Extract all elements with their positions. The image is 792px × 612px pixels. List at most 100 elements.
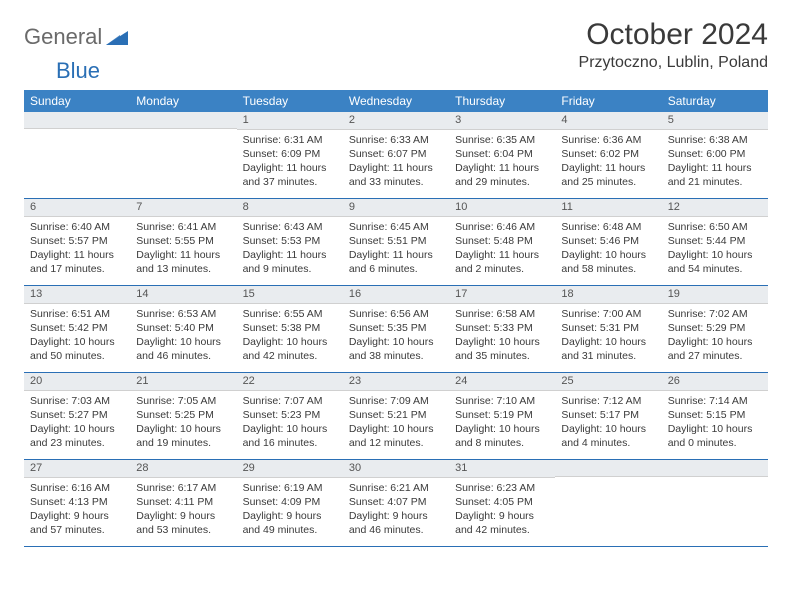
day-number: 13	[24, 286, 130, 304]
logo-triangle-icon	[106, 29, 128, 45]
day-cell: 9Sunrise: 6:45 AMSunset: 5:51 PMDaylight…	[343, 199, 449, 285]
daylight-line: Daylight: 9 hours and 42 minutes.	[455, 509, 549, 537]
day-cell-body	[130, 129, 236, 138]
day-number: 7	[130, 199, 236, 217]
sunrise-line: Sunrise: 7:07 AM	[243, 394, 337, 408]
day-cell: 23Sunrise: 7:09 AMSunset: 5:21 PMDayligh…	[343, 373, 449, 459]
day-number: 29	[237, 460, 343, 478]
day-cell-body: Sunrise: 7:14 AMSunset: 5:15 PMDaylight:…	[662, 391, 768, 457]
day-cell: 29Sunrise: 6:19 AMSunset: 4:09 PMDayligh…	[237, 460, 343, 546]
day-cell-body: Sunrise: 6:50 AMSunset: 5:44 PMDaylight:…	[662, 217, 768, 283]
sunset-line: Sunset: 5:51 PM	[349, 234, 443, 248]
daylight-line: Daylight: 10 hours and 46 minutes.	[136, 335, 230, 363]
day-cell-body	[662, 477, 768, 486]
day-cell-body: Sunrise: 6:38 AMSunset: 6:00 PMDaylight:…	[662, 130, 768, 196]
sunrise-line: Sunrise: 6:41 AM	[136, 220, 230, 234]
day-header: Saturday	[662, 90, 768, 112]
day-cell-body: Sunrise: 7:00 AMSunset: 5:31 PMDaylight:…	[555, 304, 661, 370]
day-number: 30	[343, 460, 449, 478]
daylight-line: Daylight: 10 hours and 12 minutes.	[349, 422, 443, 450]
weeks: 1Sunrise: 6:31 AMSunset: 6:09 PMDaylight…	[24, 112, 768, 547]
day-cell-body: Sunrise: 6:31 AMSunset: 6:09 PMDaylight:…	[237, 130, 343, 196]
day-cell-body: Sunrise: 7:07 AMSunset: 5:23 PMDaylight:…	[237, 391, 343, 457]
day-number: 26	[662, 373, 768, 391]
day-number	[130, 112, 236, 129]
sunrise-line: Sunrise: 6:31 AM	[243, 133, 337, 147]
day-number: 17	[449, 286, 555, 304]
sunset-line: Sunset: 5:38 PM	[243, 321, 337, 335]
sunset-line: Sunset: 5:40 PM	[136, 321, 230, 335]
day-number: 9	[343, 199, 449, 217]
day-number: 1	[237, 112, 343, 130]
week-row: 20Sunrise: 7:03 AMSunset: 5:27 PMDayligh…	[24, 373, 768, 460]
sunset-line: Sunset: 5:48 PM	[455, 234, 549, 248]
day-cell-body: Sunrise: 7:03 AMSunset: 5:27 PMDaylight:…	[24, 391, 130, 457]
daylight-line: Daylight: 11 hours and 33 minutes.	[349, 161, 443, 189]
sunset-line: Sunset: 6:04 PM	[455, 147, 549, 161]
sunset-line: Sunset: 5:42 PM	[30, 321, 124, 335]
sunrise-line: Sunrise: 6:50 AM	[668, 220, 762, 234]
day-cell-body: Sunrise: 6:19 AMSunset: 4:09 PMDaylight:…	[237, 478, 343, 544]
day-number: 24	[449, 373, 555, 391]
sunrise-line: Sunrise: 6:51 AM	[30, 307, 124, 321]
day-cell-body: Sunrise: 6:46 AMSunset: 5:48 PMDaylight:…	[449, 217, 555, 283]
sunrise-line: Sunrise: 7:00 AM	[561, 307, 655, 321]
day-cell-body: Sunrise: 6:17 AMSunset: 4:11 PMDaylight:…	[130, 478, 236, 544]
daylight-line: Daylight: 10 hours and 38 minutes.	[349, 335, 443, 363]
daylight-line: Daylight: 10 hours and 58 minutes.	[561, 248, 655, 276]
sunset-line: Sunset: 4:09 PM	[243, 495, 337, 509]
day-cell: 4Sunrise: 6:36 AMSunset: 6:02 PMDaylight…	[555, 112, 661, 198]
day-cell: 6Sunrise: 6:40 AMSunset: 5:57 PMDaylight…	[24, 199, 130, 285]
daylight-line: Daylight: 10 hours and 42 minutes.	[243, 335, 337, 363]
sunrise-line: Sunrise: 7:03 AM	[30, 394, 124, 408]
day-cell: 7Sunrise: 6:41 AMSunset: 5:55 PMDaylight…	[130, 199, 236, 285]
daylight-line: Daylight: 10 hours and 35 minutes.	[455, 335, 549, 363]
day-cell: 24Sunrise: 7:10 AMSunset: 5:19 PMDayligh…	[449, 373, 555, 459]
day-cell: 30Sunrise: 6:21 AMSunset: 4:07 PMDayligh…	[343, 460, 449, 546]
sunrise-line: Sunrise: 6:38 AM	[668, 133, 762, 147]
sunrise-line: Sunrise: 6:40 AM	[30, 220, 124, 234]
sunrise-line: Sunrise: 6:21 AM	[349, 481, 443, 495]
month-title: October 2024	[579, 18, 768, 52]
sunset-line: Sunset: 4:13 PM	[30, 495, 124, 509]
day-cell-body: Sunrise: 6:41 AMSunset: 5:55 PMDaylight:…	[130, 217, 236, 283]
sunset-line: Sunset: 6:09 PM	[243, 147, 337, 161]
sunset-line: Sunset: 4:07 PM	[349, 495, 443, 509]
day-number: 10	[449, 199, 555, 217]
day-number: 20	[24, 373, 130, 391]
day-number: 18	[555, 286, 661, 304]
sunrise-line: Sunrise: 7:05 AM	[136, 394, 230, 408]
day-cell: 19Sunrise: 7:02 AMSunset: 5:29 PMDayligh…	[662, 286, 768, 372]
day-number: 27	[24, 460, 130, 478]
day-number: 4	[555, 112, 661, 130]
week-row: 6Sunrise: 6:40 AMSunset: 5:57 PMDaylight…	[24, 199, 768, 286]
day-cell-body: Sunrise: 6:21 AMSunset: 4:07 PMDaylight:…	[343, 478, 449, 544]
day-cell: 27Sunrise: 6:16 AMSunset: 4:13 PMDayligh…	[24, 460, 130, 546]
day-cell: 26Sunrise: 7:14 AMSunset: 5:15 PMDayligh…	[662, 373, 768, 459]
day-header: Thursday	[449, 90, 555, 112]
day-headers-row: SundayMondayTuesdayWednesdayThursdayFrid…	[24, 90, 768, 112]
sunrise-line: Sunrise: 6:58 AM	[455, 307, 549, 321]
day-cell: 10Sunrise: 6:46 AMSunset: 5:48 PMDayligh…	[449, 199, 555, 285]
day-cell: 16Sunrise: 6:56 AMSunset: 5:35 PMDayligh…	[343, 286, 449, 372]
day-cell	[24, 112, 130, 198]
day-cell: 31Sunrise: 6:23 AMSunset: 4:05 PMDayligh…	[449, 460, 555, 546]
day-cell-body: Sunrise: 6:55 AMSunset: 5:38 PMDaylight:…	[237, 304, 343, 370]
logo-text-gray: General	[24, 24, 102, 50]
daylight-line: Daylight: 10 hours and 54 minutes.	[668, 248, 762, 276]
day-cell: 15Sunrise: 6:55 AMSunset: 5:38 PMDayligh…	[237, 286, 343, 372]
day-cell-body: Sunrise: 6:58 AMSunset: 5:33 PMDaylight:…	[449, 304, 555, 370]
day-number: 16	[343, 286, 449, 304]
day-cell-body: Sunrise: 6:23 AMSunset: 4:05 PMDaylight:…	[449, 478, 555, 544]
day-cell-body: Sunrise: 6:51 AMSunset: 5:42 PMDaylight:…	[24, 304, 130, 370]
sunset-line: Sunset: 6:00 PM	[668, 147, 762, 161]
day-cell: 3Sunrise: 6:35 AMSunset: 6:04 PMDaylight…	[449, 112, 555, 198]
sunset-line: Sunset: 5:23 PM	[243, 408, 337, 422]
sunset-line: Sunset: 5:29 PM	[668, 321, 762, 335]
sunset-line: Sunset: 5:15 PM	[668, 408, 762, 422]
day-number: 3	[449, 112, 555, 130]
day-number	[555, 460, 661, 477]
day-cell: 17Sunrise: 6:58 AMSunset: 5:33 PMDayligh…	[449, 286, 555, 372]
daylight-line: Daylight: 10 hours and 8 minutes.	[455, 422, 549, 450]
sunset-line: Sunset: 5:19 PM	[455, 408, 549, 422]
